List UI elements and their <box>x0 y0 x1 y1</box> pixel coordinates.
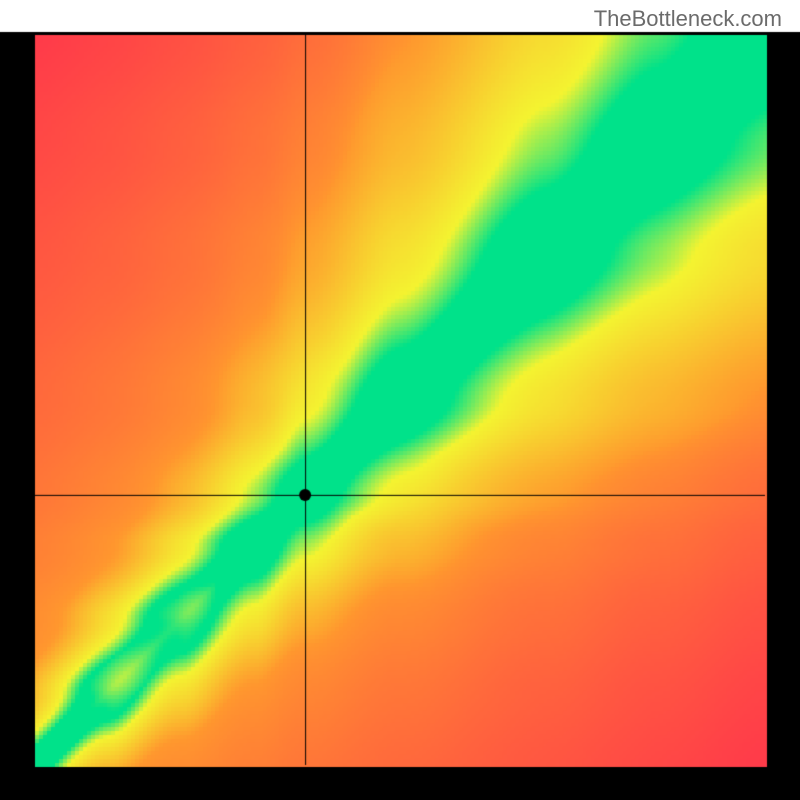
chart-container: TheBottleneck.com <box>0 0 800 800</box>
bottleneck-heatmap <box>0 0 800 800</box>
watermark-text: TheBottleneck.com <box>594 6 782 32</box>
